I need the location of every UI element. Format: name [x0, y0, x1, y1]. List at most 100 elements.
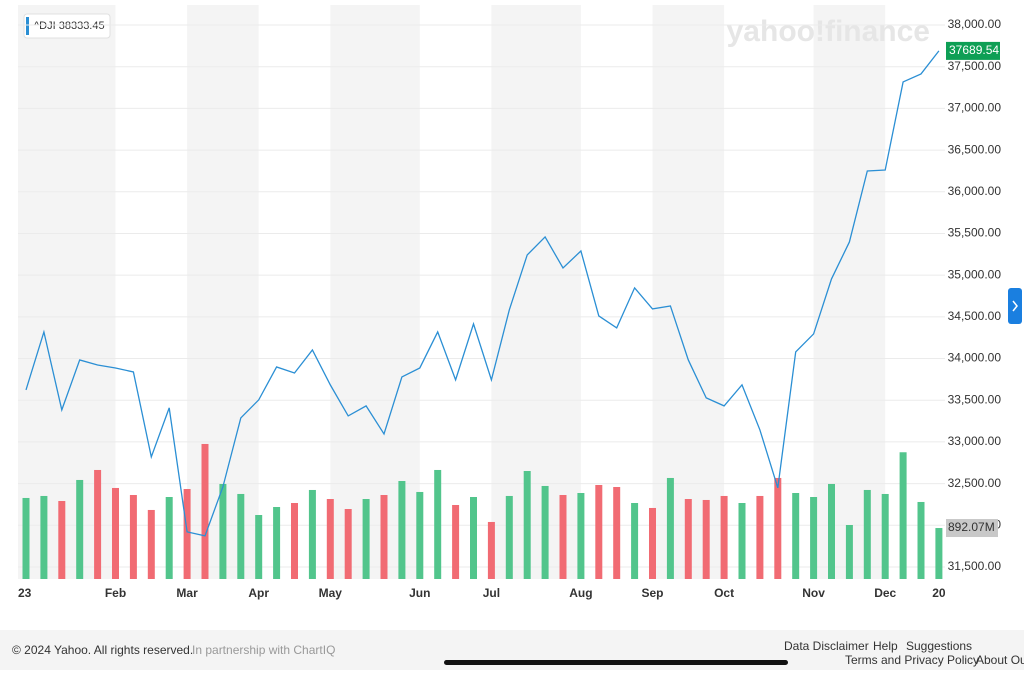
y-tick-label: 36,000.00 [948, 184, 1002, 198]
volume-bar [863, 489, 871, 579]
x-tick-label: Jun [409, 586, 430, 600]
legend-box [23, 13, 111, 39]
volume-bar [40, 495, 48, 579]
volume-bar [76, 479, 84, 579]
price-label: 37689.54 [949, 43, 999, 57]
volume-bar [666, 477, 674, 579]
volume-bar [326, 499, 334, 579]
footer-link[interactable]: Terms and Privacy Policy [845, 653, 979, 667]
volume-bar [362, 499, 370, 579]
volume-bar [595, 485, 603, 579]
x-tick-label: Dec [874, 586, 896, 600]
y-tick-label: 36,500.00 [948, 142, 1002, 156]
volume-bar [774, 477, 782, 579]
y-tick-label: 35,000.00 [948, 267, 1002, 281]
volume-bar [845, 525, 853, 579]
y-tick-label: 37,000.00 [948, 101, 1002, 115]
volume-bar [94, 469, 102, 579]
volume-bar [380, 495, 388, 579]
y-tick-label: 35,500.00 [948, 226, 1002, 240]
volume-bar [631, 503, 639, 579]
legend-swatch [26, 17, 29, 35]
volume-bar [112, 487, 119, 579]
x-tick-label: Apr [248, 586, 269, 600]
volume-bar [434, 469, 442, 579]
x-tick-label: Mar [176, 586, 198, 600]
y-tick-label: 37,500.00 [948, 59, 1002, 73]
partner[interactable]: In partnership with ChartIQ [192, 643, 335, 657]
watermark: yahoo!finance [727, 15, 930, 48]
volume-bar [237, 493, 245, 579]
side-tab[interactable] [1008, 288, 1022, 324]
volume-bar [828, 483, 835, 579]
volume-bar [165, 497, 173, 579]
footer-link[interactable]: Suggestions [906, 639, 972, 653]
volume-bar [738, 503, 746, 579]
x-tick-label: 23 [18, 586, 32, 600]
volume-bar [487, 521, 495, 579]
volume-bar [273, 507, 281, 579]
y-tick-label: 34,500.00 [948, 309, 1002, 323]
volume-bar [899, 452, 907, 579]
volume-bar [416, 491, 424, 579]
x-tick-label: Sep [641, 586, 663, 600]
y-tick-label: 34,000.00 [948, 351, 1002, 365]
volume-bar [559, 495, 567, 579]
volume-bar [129, 495, 137, 579]
footer-link[interactable]: Help [873, 639, 898, 653]
y-tick-label: 33,000.00 [948, 434, 1002, 448]
x-tick-label: Oct [714, 586, 734, 600]
month-band [330, 5, 420, 579]
month-band [491, 5, 581, 579]
volume-bar [917, 501, 925, 579]
volume-label-bg [946, 519, 998, 538]
footer-link[interactable]: Data Disclaimer [784, 639, 869, 653]
volume-bar [470, 497, 477, 579]
x-tick-label: May [319, 586, 343, 600]
volume-bar [398, 481, 406, 579]
x-tick-label: Feb [105, 586, 126, 600]
y-tick-label: 38,000.00 [948, 17, 1002, 31]
volume-bar [505, 495, 513, 579]
volume-bar [881, 493, 889, 579]
volume-bar [344, 509, 352, 579]
home-indicator [444, 660, 788, 665]
volume-bar [219, 483, 227, 579]
y-tick-label: 33,500.00 [948, 392, 1002, 406]
x-tick-label: Aug [569, 586, 592, 600]
volume-bar [792, 493, 800, 579]
month-band [652, 5, 725, 579]
price-line [25, 50, 940, 537]
volume-bar [756, 495, 764, 579]
volume-bar [452, 505, 460, 579]
volume-bar [291, 503, 298, 579]
y-tick-label: 32,500.00 [948, 476, 1002, 490]
volume-bar [541, 485, 549, 579]
legend-text: ^DJI 38333.45 [34, 20, 105, 32]
x-tick-label: 20 [932, 586, 946, 600]
volume-bar [58, 501, 66, 579]
volume-bar [255, 515, 263, 579]
volume-bar [577, 493, 585, 579]
volume-bar [613, 487, 621, 579]
volume-bar [147, 509, 155, 579]
volume-bar [935, 528, 943, 579]
footer-link[interactable]: About Ou [976, 653, 1024, 667]
x-tick-label: Jul [483, 586, 500, 600]
volume-bar [308, 489, 316, 579]
volume-bar [702, 499, 710, 579]
x-tick-label: Nov [802, 586, 825, 600]
volume-bar [523, 471, 531, 579]
volume-label: 892.07M [948, 520, 995, 534]
volume-bar [684, 499, 692, 579]
month-band [813, 5, 886, 579]
y-tick-label: 31,500.00 [948, 559, 1002, 573]
side-tab-icon [1012, 300, 1018, 312]
volume-bar [183, 489, 191, 579]
copyright: © 2024 Yahoo. All rights reserved. [12, 643, 193, 657]
volume-bar [649, 507, 656, 579]
volume-bar [201, 443, 209, 579]
volume-bar [22, 497, 30, 579]
